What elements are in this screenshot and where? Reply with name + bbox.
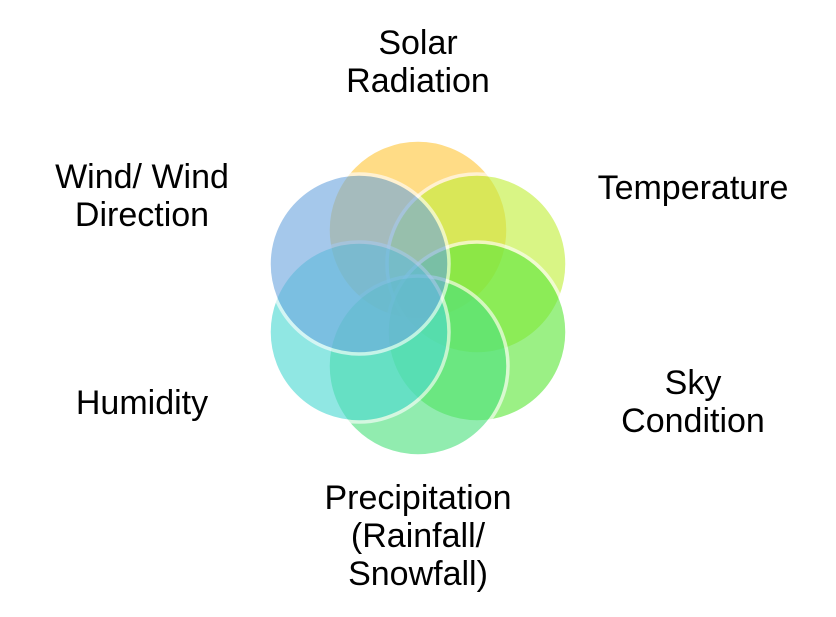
label-line: Solar (378, 24, 458, 62)
label-wind-direction: Wind/ Wind Direction (55, 158, 229, 234)
label-line: Condition (621, 402, 765, 440)
label-sky-condition: Sky Condition (621, 364, 765, 440)
label-temperature: Temperature (598, 169, 789, 207)
label-line: Wind/ Wind (55, 158, 229, 196)
label-line: (Rainfall/ (350, 517, 486, 555)
label-solar-radiation: Solar Radiation (346, 24, 490, 100)
label-line: Snowfall) (348, 555, 488, 593)
label-line: Direction (74, 196, 210, 234)
petal-wind (267, 172, 451, 356)
label-line: Radiation (346, 62, 490, 100)
label-line: Temperature (597, 169, 789, 207)
label-line: Humidity (75, 384, 209, 422)
label-precipitation: Precipitation (Rainfall/ Snowfall) (324, 479, 511, 593)
label-humidity: Humidity (76, 384, 208, 422)
label-line: Sky (664, 364, 722, 402)
label-line: Precipitation (324, 479, 512, 517)
